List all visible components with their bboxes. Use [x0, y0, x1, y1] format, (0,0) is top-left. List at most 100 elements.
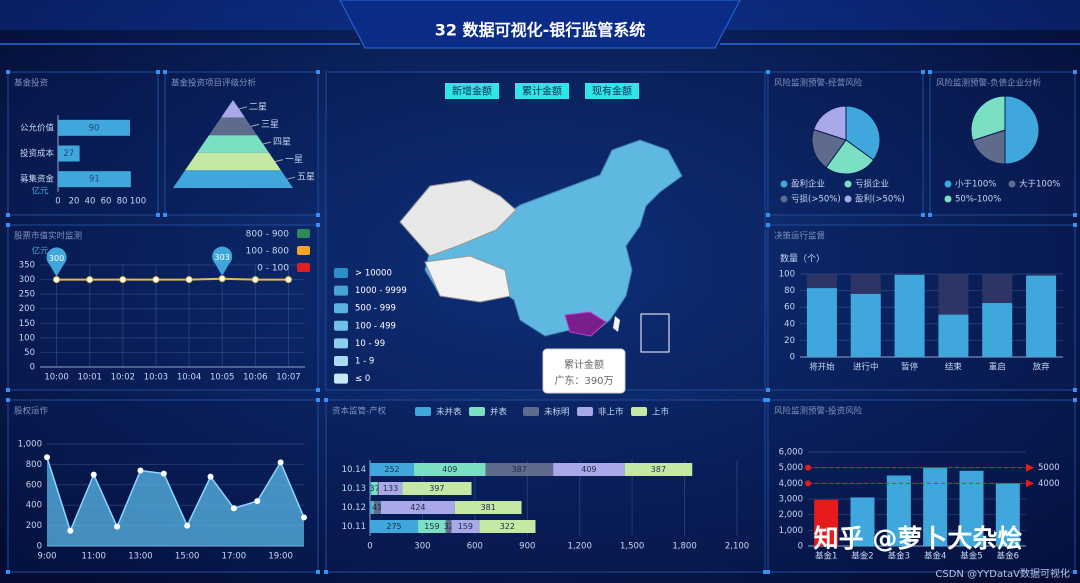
- map-tooltip: [542, 348, 626, 394]
- map-region-highlight: [564, 311, 607, 337]
- watermark-footer: CSDN @YYDataV数据可视化: [935, 567, 1070, 580]
- y-tick-label: 5,000: [779, 463, 803, 473]
- visual-map-swatch: [297, 263, 310, 272]
- pie-slice: [811, 128, 847, 169]
- legend-swatch: [944, 180, 952, 188]
- map-tab-label[interactable]: 累计金额: [522, 85, 562, 98]
- map-legend-swatch: [334, 285, 348, 296]
- bar-label: 32: [444, 522, 454, 531]
- y-tick-label: 10.14: [342, 465, 366, 475]
- bar-segment: [371, 482, 378, 495]
- unit-label: 亿元: [31, 186, 49, 197]
- y-tick-label: 3,000: [779, 495, 803, 505]
- data-point: [90, 471, 97, 478]
- visual-map-label: 100 - 800: [246, 247, 290, 257]
- funnel-segment: [221, 100, 245, 118]
- panel-corner: [324, 570, 328, 574]
- x-tick-label: 80: [117, 197, 128, 207]
- funnel-segment: [173, 170, 293, 188]
- x-tick-label: 19:00: [268, 552, 293, 562]
- legend-label: 盈利企业: [791, 179, 825, 190]
- bar: [995, 483, 1020, 546]
- map-tab-label[interactable]: 现有金额: [592, 85, 632, 98]
- visual-map-label: 0 - 100: [257, 264, 289, 274]
- y-tick-label: 150: [19, 319, 35, 329]
- x-tick-label: 0: [367, 542, 372, 552]
- bar-segment: [451, 520, 480, 533]
- visual-map-swatch: [297, 246, 310, 255]
- label-guide: [262, 141, 272, 145]
- panel-corner: [1073, 570, 1077, 574]
- bar-label: 133: [383, 484, 398, 493]
- bar: [814, 499, 839, 546]
- map-legend-swatch: [334, 303, 348, 314]
- bar-segment: [418, 520, 446, 533]
- x-tick-label: 11:00: [81, 552, 106, 562]
- y-tick-label: 350: [19, 261, 35, 271]
- y-tick-label: 2,000: [779, 510, 803, 520]
- map-legend-swatch: [334, 320, 348, 331]
- map-legend-label: 500 - 999: [355, 304, 396, 314]
- data-point: [184, 522, 191, 529]
- legend-swatch: [631, 407, 647, 416]
- y-tick-label: 50: [24, 348, 35, 358]
- legend-label: 亏损企业: [855, 179, 889, 190]
- x-tick-label: 1,500: [620, 542, 644, 552]
- data-point: [284, 276, 292, 284]
- panel-corner: [156, 70, 160, 74]
- x-tick-label: 基金5: [960, 551, 982, 562]
- panel-corner: [928, 70, 932, 74]
- bar: [1026, 275, 1057, 357]
- map-tab-label[interactable]: 新增金额: [452, 85, 492, 98]
- data-point: [254, 498, 261, 505]
- y-tick-label: 6,000: [779, 448, 803, 458]
- map-legend-label: 10 - 99: [355, 339, 385, 349]
- pin: [212, 246, 233, 276]
- x-tick-label: 10:00: [44, 373, 69, 383]
- x-tick-label: 基金4: [924, 551, 946, 562]
- legend-label: 50%-100%: [955, 195, 1001, 205]
- map-tab[interactable]: [515, 83, 569, 99]
- y-tick-label: 1,000: [779, 526, 803, 536]
- x-tick-label: 放弃: [1033, 362, 1051, 373]
- y-tick-label: 100: [19, 333, 35, 343]
- x-tick-label: 9:00: [37, 552, 56, 562]
- bar: [58, 145, 80, 162]
- panel-corner: [6, 70, 10, 74]
- bar: [850, 293, 881, 357]
- page-title: 32 数据可视化-银行监管系统: [435, 21, 645, 40]
- x-tick-label: 结束: [945, 362, 963, 373]
- x-tick-label: 重启: [989, 362, 1006, 373]
- unit-label: 亿元: [31, 246, 49, 257]
- x-tick-label: 300: [414, 542, 430, 552]
- y-tick-label: 60: [784, 303, 795, 313]
- map-legend-swatch: [334, 356, 348, 366]
- y-tick-label: 募集资金: [20, 174, 55, 185]
- legend-label: 亏损(>50%): [791, 194, 841, 205]
- y-tick-label: 800: [26, 460, 42, 470]
- map-region: [424, 255, 511, 303]
- panel-title: 风险监测预警-投资风险: [774, 406, 863, 417]
- map-legend-label: 1000 - 9999: [355, 286, 407, 296]
- bar-segment: [553, 463, 625, 476]
- legend-swatch: [523, 407, 539, 416]
- panel-title: 基金投资: [14, 78, 49, 89]
- label-guide: [274, 159, 284, 163]
- map-tab[interactable]: [585, 83, 639, 99]
- panel-corner: [921, 213, 925, 217]
- panel-corner: [316, 570, 320, 574]
- bar: [806, 288, 837, 357]
- legend-label: 盈利(>50%): [855, 194, 905, 205]
- funnel-segment: [209, 117, 257, 136]
- x-tick-label: 100: [130, 197, 146, 207]
- data-point: [53, 276, 61, 284]
- x-tick-label: 2,100: [725, 542, 749, 552]
- visual-map-swatch: [297, 229, 310, 238]
- map-legend-label: 1 - 9: [355, 357, 374, 367]
- x-tick-label: 900: [519, 542, 535, 552]
- y-tick-label: 0: [790, 353, 795, 363]
- x-tick-label: 600: [467, 542, 483, 552]
- x-tick-label: 基金2: [851, 551, 873, 562]
- y-tick-label: 10.13: [342, 484, 366, 494]
- map-tab[interactable]: [445, 83, 499, 99]
